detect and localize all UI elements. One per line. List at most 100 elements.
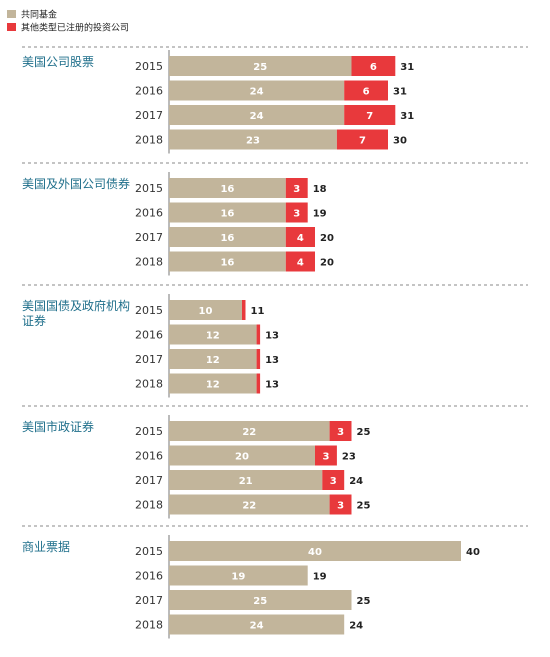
bar-other-investment	[329, 421, 352, 441]
legend-label: 共同基金	[21, 9, 57, 21]
bar-other-investment	[322, 470, 345, 490]
year-tick-label: 2017	[135, 109, 163, 122]
year-tick-label: 2016	[135, 85, 163, 98]
bar-mutual-fund	[169, 251, 286, 272]
bar-total-label: 24	[349, 476, 363, 487]
year-tick-label: 2018	[135, 378, 163, 391]
bar-other-investment-label: 7	[359, 136, 366, 147]
bar-other-investment-label: 3	[330, 476, 337, 487]
bar-mutual-fund-label: 12	[206, 355, 220, 366]
bar-other-investment	[344, 80, 388, 101]
group-label: 商业票据	[22, 539, 70, 554]
bar-other-investment	[285, 251, 315, 272]
legend-swatch	[7, 23, 16, 31]
year-tick-label: 2017	[135, 231, 163, 244]
bar-other-investment	[242, 300, 246, 320]
bar-mutual-fund-label: 16	[220, 233, 234, 244]
legend-label: 其他类型已注册的投资公司	[21, 22, 129, 34]
year-tick-label: 2017	[135, 474, 163, 487]
bar-total-label: 13	[265, 331, 279, 342]
bar-mutual-fund-label: 25	[253, 62, 267, 73]
year-tick-label: 2016	[135, 329, 163, 342]
bar-mutual-fund-label: 23	[246, 136, 260, 147]
bar-mutual-fund	[169, 470, 323, 490]
bar-total-label: 31	[400, 111, 414, 122]
bar-other-investment	[344, 105, 396, 125]
bar-mutual-fund-label: 19	[231, 572, 245, 583]
group-label: 美国国债及政府机构	[22, 298, 130, 313]
bar-mutual-fund	[169, 565, 308, 586]
year-tick-label: 2015	[135, 60, 163, 73]
year-tick-label: 2015	[135, 304, 163, 317]
bar-mutual-fund	[169, 227, 286, 247]
bar-mutual-fund-label: 16	[220, 184, 234, 195]
group-label: 美国公司股票	[22, 55, 94, 69]
bar-mutual-fund	[169, 614, 345, 635]
bar-total-label: 11	[251, 306, 265, 317]
year-tick-label: 2018	[135, 256, 163, 269]
bar-other-investment	[285, 227, 315, 247]
bar-other-investment-label: 6	[370, 62, 377, 73]
bar-mutual-fund	[169, 178, 286, 198]
bar-total-label: 13	[265, 380, 279, 391]
bar-other-investment-label: 3	[337, 427, 344, 438]
bar-total-label: 19	[313, 572, 327, 583]
bar-mutual-fund-label: 10	[199, 306, 213, 317]
year-tick-label: 2015	[135, 545, 163, 558]
bar-mutual-fund-label: 24	[250, 87, 264, 98]
bar-total-label: 25	[357, 596, 371, 607]
bar-mutual-fund-label: 24	[250, 621, 264, 632]
bar-mutual-fund	[169, 373, 257, 394]
bar-mutual-fund	[169, 445, 315, 466]
bar-mutual-fund	[169, 202, 286, 223]
bar-mutual-fund-label: 24	[250, 111, 264, 122]
bar-other-investment	[315, 445, 337, 466]
year-tick-label: 2018	[135, 134, 163, 147]
year-tick-label: 2016	[135, 570, 163, 583]
bar-total-label: 25	[357, 501, 371, 512]
bar-other-investment	[256, 349, 261, 369]
bar-mutual-fund-label: 12	[206, 331, 220, 342]
bar-mutual-fund-label: 22	[242, 427, 256, 438]
bar-mutual-fund	[169, 300, 242, 320]
bar-mutual-fund	[169, 541, 461, 561]
bar-total-label: 23	[342, 452, 356, 463]
bar-total-label: 24	[349, 621, 363, 632]
bar-total-label: 20	[320, 233, 334, 244]
bar-total-label: 25	[357, 427, 371, 438]
bar-other-investment	[336, 129, 388, 150]
bar-mutual-fund-label: 40	[308, 547, 322, 558]
bar-mutual-fund	[169, 349, 257, 369]
bar-mutual-fund	[169, 105, 345, 125]
bar-mutual-fund-label: 25	[253, 596, 267, 607]
group-label: 证券	[22, 313, 46, 328]
year-tick-label: 2018	[135, 499, 163, 512]
bar-mutual-fund-label: 20	[235, 452, 249, 463]
bar-mutual-fund-label: 16	[220, 209, 234, 220]
bar-mutual-fund	[169, 80, 345, 101]
year-tick-label: 2017	[135, 353, 163, 366]
bar-other-investment-label: 6	[363, 87, 370, 98]
bar-mutual-fund-label: 12	[206, 380, 220, 391]
bar-total-label: 13	[265, 355, 279, 366]
bar-other-investment-label: 3	[322, 452, 329, 463]
year-tick-label: 2016	[135, 207, 163, 220]
bar-other-investment	[351, 56, 396, 76]
bar-mutual-fund-label: 16	[220, 258, 234, 269]
bar-mutual-fund	[169, 324, 257, 345]
year-tick-label: 2018	[135, 619, 163, 632]
bar-other-investment-label: 3	[293, 209, 300, 220]
legend-swatch	[7, 10, 16, 18]
bar-total-label: 18	[313, 184, 327, 195]
year-tick-label: 2015	[135, 425, 163, 438]
group-label: 美国及外国公司债券	[22, 176, 130, 191]
bar-other-investment-label: 3	[293, 184, 300, 195]
year-tick-label: 2017	[135, 594, 163, 607]
bar-mutual-fund	[169, 494, 330, 515]
year-tick-label: 2016	[135, 450, 163, 463]
bar-mutual-fund	[169, 590, 352, 610]
year-tick-label: 2015	[135, 182, 163, 195]
bar-other-investment	[329, 494, 352, 515]
